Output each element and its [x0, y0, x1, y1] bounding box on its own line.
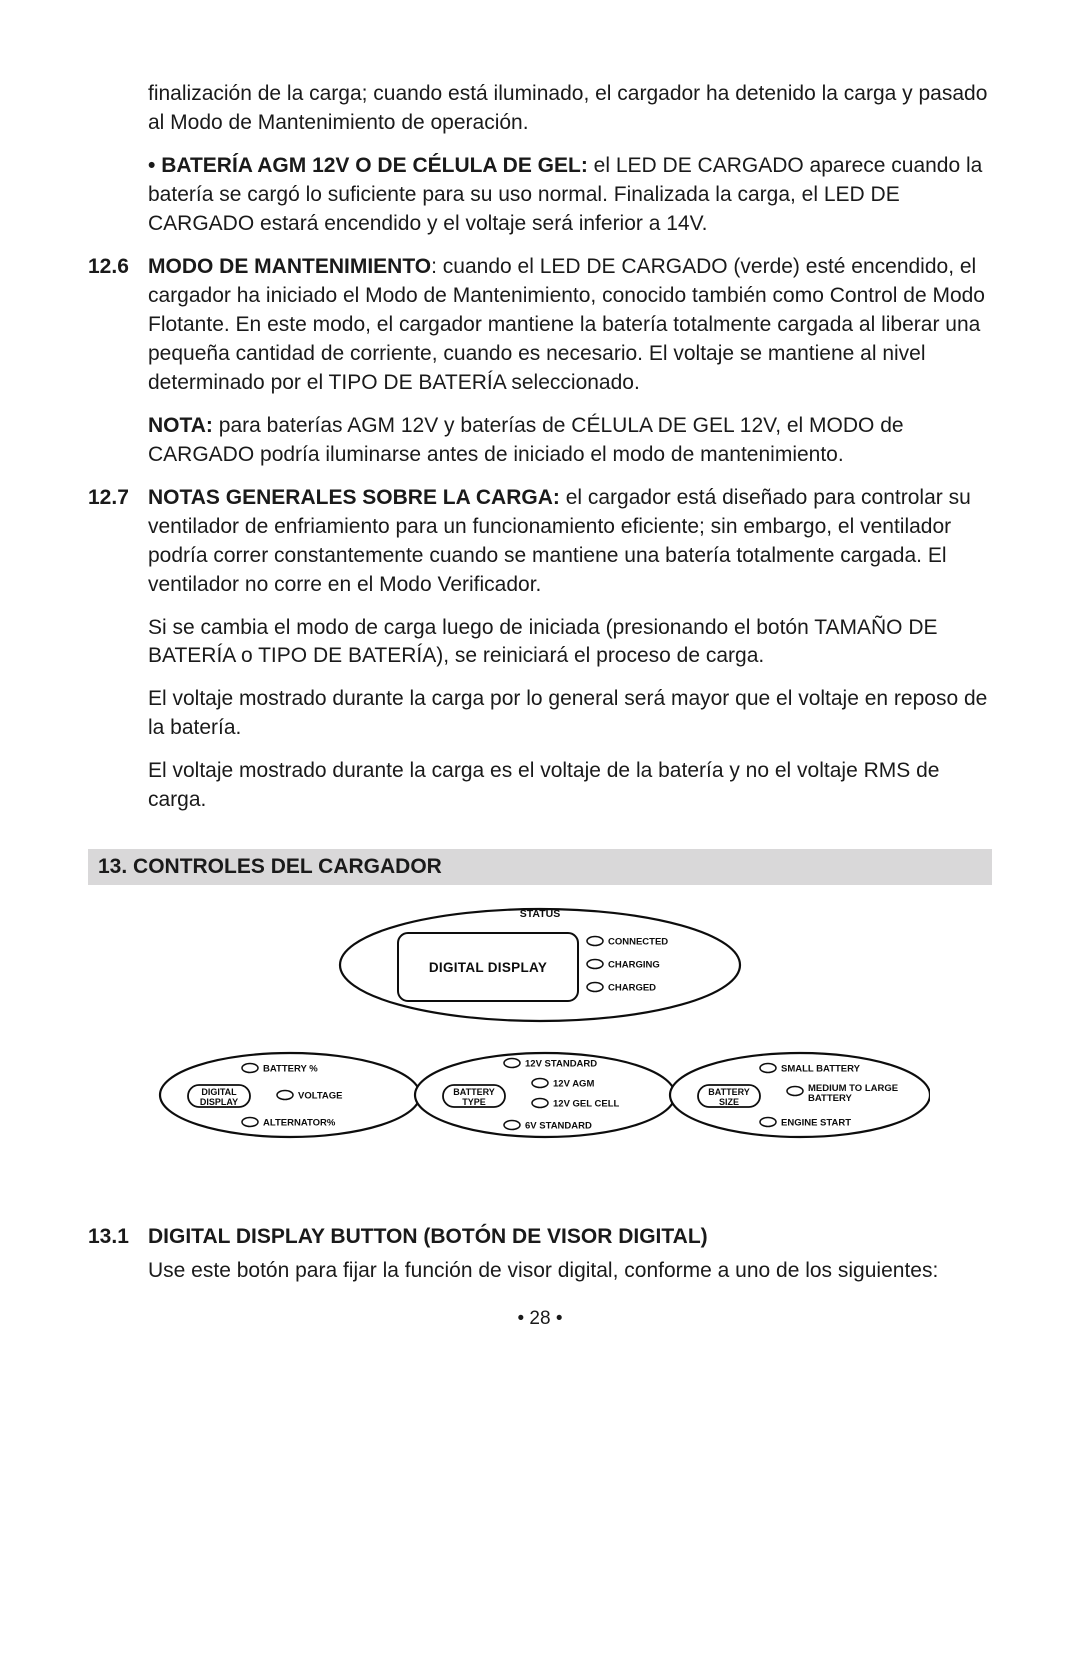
- svg-text:DIGITAL: DIGITAL: [201, 1087, 237, 1097]
- section-12-7-p2: Si se cambia el modo de carga luego de i…: [148, 614, 992, 672]
- svg-text:SMALL BATTERY: SMALL BATTERY: [781, 1064, 861, 1075]
- svg-text:SIZE: SIZE: [719, 1097, 739, 1107]
- page-number: • 28 •: [88, 1308, 992, 1330]
- svg-text:12V STANDARD: 12V STANDARD: [525, 1059, 597, 1070]
- bullet-heading: BATERÍA AGM 12V O DE CÉLULA DE GEL:: [161, 154, 588, 177]
- section-12-7: 12.7 NOTAS GENERALES SOBRE LA CARGA: el …: [88, 484, 992, 600]
- svg-text:BATTERY: BATTERY: [453, 1087, 495, 1097]
- section-12-7-p4: El voltaje mostrado durante la carga es …: [148, 757, 992, 815]
- nota-label: NOTA:: [148, 414, 213, 437]
- bullet-marker: •: [148, 154, 161, 177]
- section-body: NOTAS GENERALES SOBRE LA CARGA: el carga…: [148, 484, 992, 600]
- section-13-1-header: 13.1 DIGITAL DISPLAY BUTTON (BOTÓN DE VI…: [88, 1225, 992, 1249]
- intro-continuation: finalización de la carga; cuando está il…: [148, 80, 992, 138]
- section-13-header: 13. CONTROLES DEL CARGADOR: [88, 849, 992, 885]
- section-heading: DIGITAL DISPLAY BUTTON (BOTÓN DE VISOR D…: [148, 1225, 708, 1249]
- svg-text:BATTERY %: BATTERY %: [263, 1064, 318, 1075]
- controls-diagram: STATUS DIGITAL DISPLAY CONNECTED CHARGING CH…: [150, 905, 930, 1165]
- svg-text:12V GEL CELL: 12V GEL CELL: [553, 1099, 620, 1110]
- svg-text:VOLTAGE: VOLTAGE: [298, 1091, 343, 1102]
- nota-paragraph: NOTA: para baterías AGM 12V y baterías d…: [148, 412, 992, 470]
- svg-text:DIGITAL DISPLAY: DIGITAL DISPLAY: [429, 960, 547, 975]
- section-heading: NOTAS GENERALES SOBRE LA CARGA:: [148, 486, 560, 509]
- nota-text: para baterías AGM 12V y baterías de CÉLU…: [148, 414, 904, 466]
- svg-text:BATTERY: BATTERY: [808, 1093, 852, 1104]
- section-12-7-p3: El voltaje mostrado durante la carga por…: [148, 685, 992, 743]
- section-12-6: 12.6 MODO DE MANTENIMIENTO: cuando el LE…: [88, 253, 992, 398]
- section-body: MODO DE MANTENIMIENTO: cuando el LED DE …: [148, 253, 992, 398]
- section-heading: MODO DE MANTENIMIENTO: [148, 255, 431, 278]
- svg-text:STATUS: STATUS: [520, 908, 560, 920]
- svg-text:CONNECTED: CONNECTED: [608, 937, 668, 948]
- svg-text:ENGINE START: ENGINE START: [781, 1118, 851, 1129]
- svg-text:ALTERNATOR%: ALTERNATOR%: [263, 1118, 336, 1129]
- section-13-1-body: Use este botón para fijar la función de …: [148, 1257, 992, 1286]
- svg-text:12V AGM: 12V AGM: [553, 1079, 594, 1090]
- section-number: 12.6: [88, 253, 148, 398]
- section-number: 13.1: [88, 1225, 148, 1249]
- svg-text:DISPLAY: DISPLAY: [200, 1097, 238, 1107]
- svg-text:CHARGING: CHARGING: [608, 960, 660, 971]
- svg-text:6V STANDARD: 6V STANDARD: [525, 1121, 592, 1132]
- svg-text:CHARGED: CHARGED: [608, 983, 656, 994]
- svg-text:TYPE: TYPE: [462, 1097, 486, 1107]
- bullet-agm-gel: • BATERÍA AGM 12V O DE CÉLULA DE GEL: el…: [148, 152, 992, 239]
- section-number: 12.7: [88, 484, 148, 600]
- svg-text:BATTERY: BATTERY: [708, 1087, 750, 1097]
